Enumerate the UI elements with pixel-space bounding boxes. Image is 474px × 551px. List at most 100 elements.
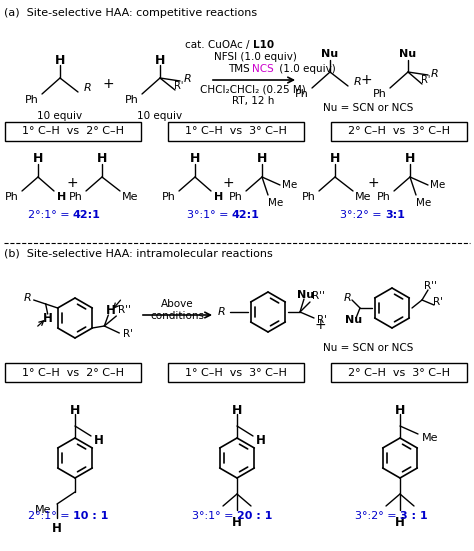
Text: Ph: Ph [373, 89, 387, 99]
Bar [331, 363, 467, 382]
Text: Ph: Ph [377, 192, 391, 202]
Text: conditions: conditions [150, 311, 204, 321]
Text: 42:1: 42:1 [73, 210, 101, 220]
Text: +: + [360, 73, 372, 87]
Text: R': R' [421, 75, 431, 85]
Text: Ph: Ph [69, 192, 83, 202]
Text: Above: Above [161, 299, 193, 309]
Text: cat. CuOAc /: cat. CuOAc / [185, 40, 253, 50]
Text: 10 : 1: 10 : 1 [73, 511, 109, 521]
Text: R: R [344, 293, 352, 303]
Bar [331, 122, 467, 141]
Text: 1° C–H  vs  2° C–H: 1° C–H vs 2° C–H [22, 127, 124, 137]
Text: (b)  Site-selective HAA: intramolecular reactions: (b) Site-selective HAA: intramolecular r… [4, 249, 273, 259]
Text: H: H [94, 434, 104, 446]
Text: Ph: Ph [229, 192, 243, 202]
Text: H: H [257, 153, 267, 165]
Text: 3:1: 3:1 [385, 210, 405, 220]
Text: H: H [55, 53, 65, 67]
Text: H: H [33, 153, 43, 165]
Text: H: H [43, 311, 53, 325]
Text: R'': R'' [311, 291, 324, 301]
Text: 3°:1° =: 3°:1° = [187, 210, 232, 220]
Text: Me: Me [122, 192, 138, 202]
Text: R': R' [174, 81, 184, 91]
Text: H: H [330, 153, 340, 165]
Text: H: H [232, 516, 242, 528]
Text: Ph: Ph [5, 192, 19, 202]
Text: R: R [431, 69, 439, 79]
Text: +: + [367, 176, 379, 190]
Text: +: + [314, 318, 326, 332]
Text: (a)  Site-selective HAA: competitive reactions: (a) Site-selective HAA: competitive reac… [4, 8, 257, 18]
Text: 3°:2° =: 3°:2° = [340, 210, 385, 220]
Text: R: R [184, 74, 192, 84]
Text: Ph: Ph [295, 89, 309, 99]
Text: R: R [354, 77, 362, 87]
Text: Ph: Ph [125, 95, 139, 105]
Text: +: + [102, 77, 114, 91]
Text: H: H [395, 403, 405, 417]
Text: 10 equiv: 10 equiv [137, 111, 182, 121]
Text: Me: Me [283, 180, 298, 190]
Text: 3°:2° =: 3°:2° = [355, 511, 400, 521]
Text: TMS: TMS [228, 64, 250, 74]
Text: NCS: NCS [252, 64, 274, 74]
Text: H: H [155, 53, 165, 67]
Text: Me: Me [35, 505, 51, 515]
Text: Me: Me [268, 198, 283, 208]
Text: Ph: Ph [25, 95, 39, 105]
Bar [168, 363, 304, 382]
Text: R': R' [433, 297, 443, 307]
Text: R: R [218, 307, 226, 317]
Text: R': R' [123, 329, 133, 339]
Text: 2°:1° =: 2°:1° = [28, 210, 73, 220]
Text: Ph: Ph [302, 192, 316, 202]
Text: R'': R'' [424, 281, 437, 291]
Text: H: H [70, 403, 80, 417]
Text: Me: Me [422, 433, 438, 443]
Text: 10 equiv: 10 equiv [37, 111, 82, 121]
Text: CHCl₂CHCl₂ (0.25 M): CHCl₂CHCl₂ (0.25 M) [200, 85, 306, 95]
Text: 1° C–H  vs  2° C–H: 1° C–H vs 2° C–H [22, 368, 124, 377]
Text: 2°:1° =: 2°:1° = [28, 511, 73, 521]
Text: (1.0 equiv): (1.0 equiv) [276, 64, 336, 74]
Text: H: H [232, 403, 242, 417]
Text: Nu: Nu [400, 49, 417, 59]
Text: NFSI (1.0 equiv): NFSI (1.0 equiv) [214, 52, 296, 62]
Text: Nu: Nu [321, 49, 338, 59]
Text: Nu: Nu [346, 315, 363, 325]
Text: 2° C–H  vs  3° C–H: 2° C–H vs 3° C–H [348, 368, 450, 377]
Text: H: H [105, 305, 115, 317]
Text: 3 : 1: 3 : 1 [400, 511, 428, 521]
Text: H: H [256, 434, 266, 446]
Text: R: R [24, 293, 32, 303]
Text: H: H [52, 521, 62, 534]
Text: +: + [222, 176, 234, 190]
Text: R'': R'' [118, 305, 131, 315]
Text: Me: Me [416, 198, 432, 208]
Text: Nu: Nu [298, 290, 315, 300]
Text: RT, 12 h: RT, 12 h [232, 96, 274, 106]
Text: 42:1: 42:1 [232, 210, 260, 220]
Text: H: H [190, 153, 200, 165]
Text: R': R' [317, 315, 327, 325]
Text: 2° C–H  vs  3° C–H: 2° C–H vs 3° C–H [348, 127, 450, 137]
Text: Me: Me [355, 192, 371, 202]
Bar [5, 122, 141, 141]
Text: 3°:1° =: 3°:1° = [192, 511, 237, 521]
Text: H: H [405, 153, 415, 165]
Bar [5, 363, 141, 382]
Text: +: + [66, 176, 78, 190]
Text: H: H [97, 153, 107, 165]
Text: 20 : 1: 20 : 1 [237, 511, 273, 521]
Text: Nu = SCN or NCS: Nu = SCN or NCS [323, 343, 413, 353]
Text: H: H [57, 192, 67, 202]
Text: Ph: Ph [162, 192, 176, 202]
Text: Me: Me [430, 180, 446, 190]
Text: L10: L10 [253, 40, 274, 50]
Text: Nu = SCN or NCS: Nu = SCN or NCS [323, 103, 413, 113]
Text: 1° C–H  vs  3° C–H: 1° C–H vs 3° C–H [185, 127, 287, 137]
Text: H: H [214, 192, 224, 202]
Bar [168, 122, 304, 141]
